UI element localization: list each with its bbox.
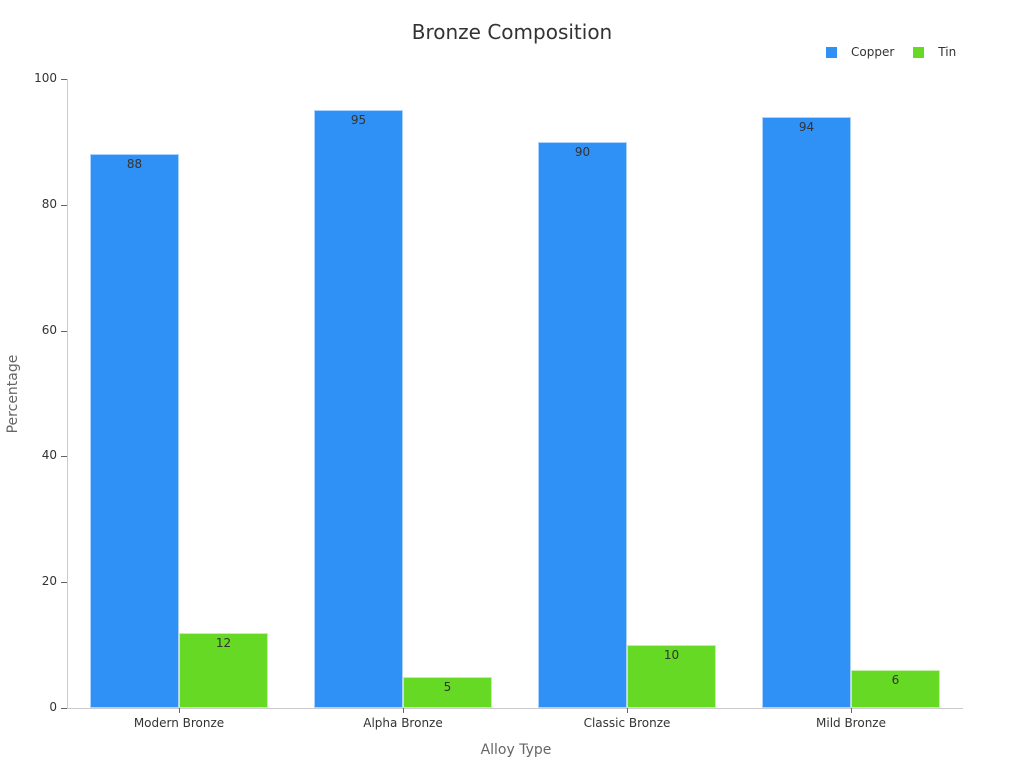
bar-copper-mild-bronze[interactable] [762,116,851,708]
bar-value-label: 95 [350,113,367,128]
legend-swatch-copper [826,46,837,58]
legend-label-tin: Tin [938,45,957,59]
y-tick-label: 20 [41,574,57,589]
bar-tin-classic-bronze[interactable] [627,645,716,708]
legend-swatch-tin [913,46,925,58]
y-axis-title: Percentage [5,354,21,434]
y-tick-label: 0 [49,700,57,714]
x-tick-label: Mild Bronze [816,716,886,730]
x-tick-label: Classic Bronze [583,716,671,730]
bar-tin-mild-bronze[interactable] [851,670,940,708]
y-tick-label: 40 [41,448,57,463]
x-tick-label: Alpha Bronze [363,716,443,730]
legend-item-tin[interactable]: Tin [913,45,956,59]
x-axis-title: Alloy Type [480,742,552,758]
bar-value-label: 5 [443,679,452,694]
bar-value-label: 90 [574,144,591,159]
y-tick-mark [61,456,67,458]
bar-copper-modern-bronze[interactable] [90,154,179,708]
legend: Copper Tin [826,45,975,59]
y-tick-mark [61,582,67,584]
x-tick-mark [179,708,180,713]
bar-copper-alpha-bronze[interactable] [314,110,403,708]
y-axis-line [67,79,68,708]
x-tick-label: Modern Bronze [133,716,225,730]
bar-value-label: 6 [891,673,900,688]
x-tick-mark [627,708,628,713]
bar-value-label: 10 [663,648,680,663]
x-tick-mark [403,708,404,713]
y-tick-label: 100 [34,71,57,85]
bar-tin-alpha-bronze[interactable] [403,676,492,708]
bar-tin-modern-bronze[interactable] [179,632,268,708]
y-tick-mark [61,79,67,80]
y-tick-label: 60 [41,322,57,337]
x-axis-line [67,708,963,709]
bar-copper-classic-bronze[interactable] [538,141,627,708]
y-tick-mark [61,330,67,332]
x-tick-mark [851,708,852,713]
chart-title: Bronze Composition [411,20,613,44]
y-tick-label: 80 [41,196,57,211]
bar-value-label: 88 [126,157,143,172]
legend-item-copper[interactable]: Copper [826,45,894,59]
legend-label-copper: Copper [851,45,895,59]
bar-value-label: 94 [798,119,815,134]
y-tick-mark [61,204,67,206]
y-tick-mark [61,708,67,709]
bar-value-label: 12 [215,635,232,650]
